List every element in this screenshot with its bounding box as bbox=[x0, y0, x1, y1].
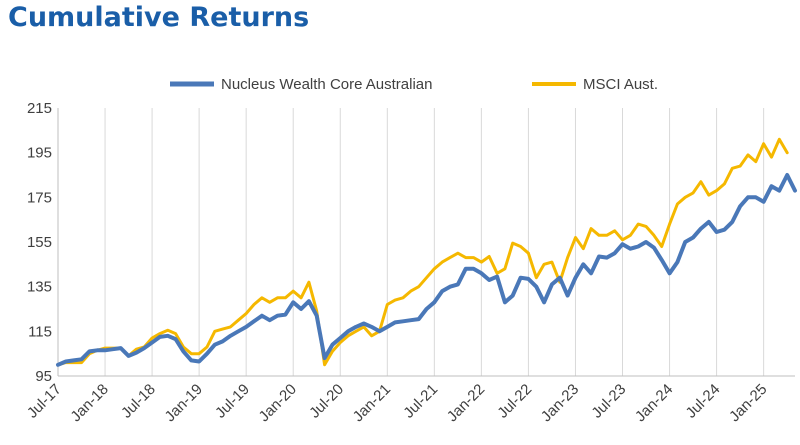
y-tick-label: 95 bbox=[35, 368, 52, 385]
y-tick-label: 215 bbox=[27, 100, 52, 117]
x-tick-label: Jul-23 bbox=[588, 381, 629, 422]
y-tick-label: 155 bbox=[27, 234, 52, 251]
x-tick-label: Jul-21 bbox=[400, 381, 441, 422]
x-tick-label: Jul-20 bbox=[306, 381, 347, 422]
y-tick-label: 135 bbox=[27, 279, 52, 296]
legend-label-core: Nucleus Wealth Core Australian bbox=[221, 76, 433, 93]
x-tick-label: Jul-17 bbox=[24, 381, 65, 422]
series-lines bbox=[56, 137, 797, 367]
x-tick-label: Jul-19 bbox=[212, 381, 253, 422]
grid-lines bbox=[57, 108, 765, 376]
y-tick-label: 175 bbox=[27, 189, 52, 206]
x-tick-label: Jan-24 bbox=[632, 381, 676, 425]
x-tick-label: Jan-18 bbox=[67, 381, 111, 425]
x-tick-label: Jan-22 bbox=[444, 381, 488, 425]
x-tick-label: Jan-20 bbox=[256, 381, 300, 425]
x-tick-label: Jul-18 bbox=[118, 381, 159, 422]
series-line-core bbox=[56, 173, 797, 367]
legend: Nucleus Wealth Core Australian MSCI Aust… bbox=[170, 76, 658, 93]
y-tick-label: 195 bbox=[27, 145, 52, 162]
x-tick-label: Jan-25 bbox=[726, 381, 770, 425]
legend-label-msci: MSCI Aust. bbox=[583, 76, 658, 93]
x-tick-label: Jan-23 bbox=[538, 381, 582, 425]
x-tick-label: Jul-24 bbox=[683, 381, 724, 422]
chart-title: Cumulative Returns bbox=[8, 2, 310, 33]
series-line-msci bbox=[56, 137, 789, 367]
x-tick-label: Jan-21 bbox=[350, 381, 394, 425]
y-tick-label: 115 bbox=[28, 323, 52, 340]
x-tick-label: Jan-19 bbox=[161, 381, 205, 425]
x-tick-label: Jul-22 bbox=[494, 381, 535, 422]
